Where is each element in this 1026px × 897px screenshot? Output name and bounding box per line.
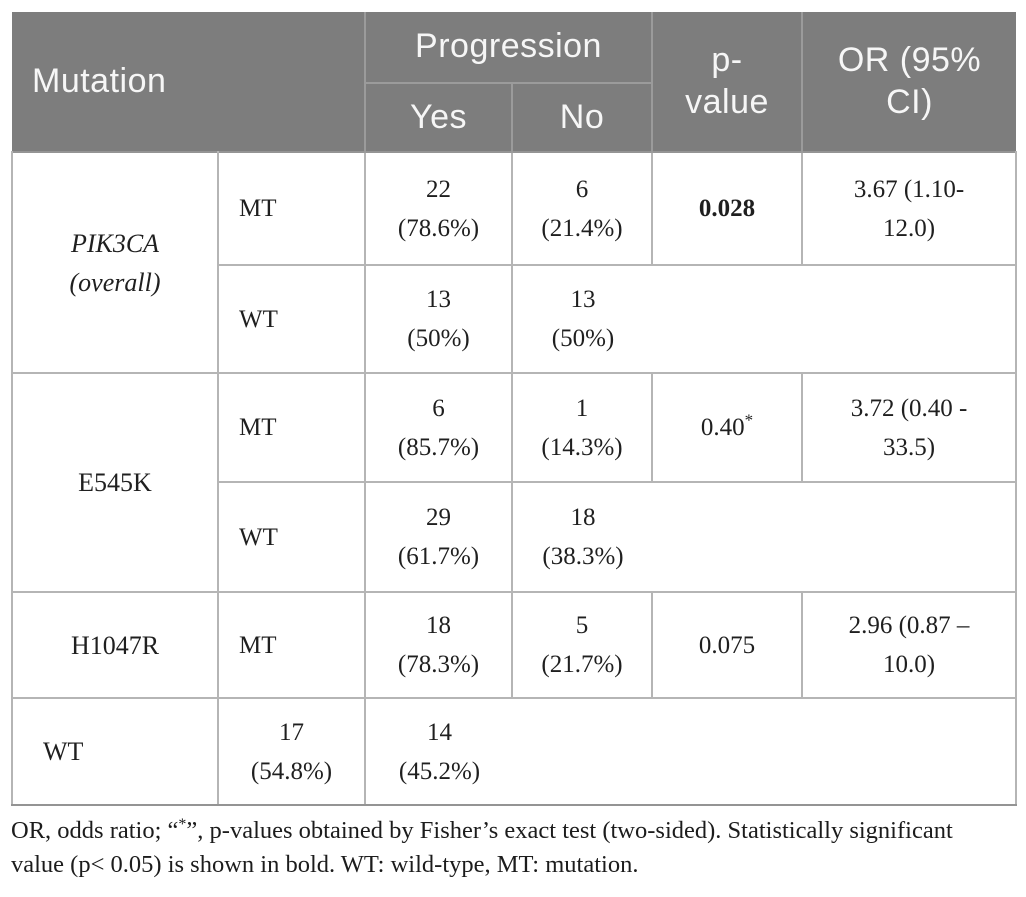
- cell-h1047r-or: 2.96 (0.87 – 10.0): [801, 591, 1018, 699]
- h1047r-mt-yes-count: 18: [426, 612, 451, 639]
- h1047r-mt-yes-pct: (78.3%): [397, 651, 480, 678]
- e545k-p-value: 0.40: [700, 414, 745, 441]
- e545k-mt-yes-pct: (85.7%): [397, 433, 480, 461]
- header-cell-mutation: Mutation: [12, 12, 365, 152]
- cell-pik3ca-wt-no-merged: 13 (50%): [510, 264, 1018, 374]
- pik3ca-wt-no-pct: (50%): [551, 325, 615, 352]
- cell-pik3ca-wt-yes: 13 (50%): [364, 264, 513, 374]
- row-pik3ca-mt: PIK3CA (overall) MT 22 (78.6%) 6 (21.4%)…: [11, 151, 1018, 374]
- header-cell-or-ci: OR (95% CI): [801, 12, 1017, 152]
- e545k-or-line2: 33.5): [882, 433, 936, 461]
- e545k-mt-no-pct: (14.3%): [541, 433, 623, 461]
- cell-pik3ca-or: 3.67 (1.10- 12.0): [801, 151, 1018, 266]
- cell-wt-overall-label: WT: [11, 697, 219, 806]
- cell-e545k-name: E545K: [11, 372, 219, 593]
- h1047r-mt-no-count: 5: [575, 612, 589, 639]
- cell-e545k-wt-yes: 29 (61.7%): [364, 481, 513, 593]
- cell-h1047r-p-value: 0.075: [651, 591, 804, 699]
- row-e545k-mt: E545K MT 6 (85.7%) 1 (14.3%) 0.40* 3.72 …: [11, 372, 1018, 593]
- e545k-p-asterisk: *: [744, 410, 754, 430]
- e545k-mt-no-count: 1: [575, 394, 589, 422]
- header-or-line1: OR (95%: [837, 41, 982, 80]
- row-h1047r-mt: H1047R MT 18 (78.3%) 5 (21.7%) 0.075 2.9…: [11, 591, 1018, 699]
- e545k-mt-yes-count: 6: [432, 394, 445, 422]
- wt-overall-yes-pct: (54.8%): [250, 757, 333, 785]
- cell-e545k-wt-label: WT: [217, 481, 366, 593]
- wt-overall-no-pct: (45.2%): [398, 757, 481, 785]
- cell-e545k-p-value: 0.40*: [651, 372, 804, 483]
- header-cell-progression: Progression: [363, 12, 653, 84]
- h1047r-or-line1: 2.96 (0.87 –: [848, 612, 970, 639]
- row-e545k-wt: WT 29 (61.7%) 18 (38.3%): [12, 481, 1018, 593]
- e545k-wt-no-count: 18: [570, 504, 596, 531]
- pik3ca-mt-no-pct: (21.4%): [541, 214, 623, 242]
- header-p-value-line1: p-: [711, 41, 743, 80]
- cell-pik3ca-mt-yes: 22 (78.6%): [364, 151, 513, 266]
- wt-overall-yes-count: 17: [279, 718, 304, 746]
- h1047r-p-value: 0.075: [698, 631, 756, 659]
- footnote-line2: value (p< 0.05) is shown in bold. WT: wi…: [11, 851, 639, 878]
- h1047r-or-line2: 10.0): [882, 651, 936, 678]
- row-pik3ca-wt: WT 13 (50%) 13 (50%): [12, 264, 1018, 374]
- pik3ca-mt-yes-count: 22: [426, 175, 451, 203]
- cell-e545k-mt-yes: 6 (85.7%): [364, 372, 513, 483]
- cell-h1047r-mt-no: 5 (21.7%): [510, 591, 654, 699]
- cell-e545k-wt-no-merged: 18 (38.3%): [510, 481, 1018, 593]
- pik3ca-or-line1: 3.67 (1.10-: [853, 175, 965, 203]
- pik3ca-or-line2: 12.0): [882, 214, 936, 242]
- pik3ca-wt-yes-pct: (50%): [407, 325, 470, 352]
- pik3ca-wt-yes-count: 13: [426, 286, 451, 313]
- pik3ca-name-line: PIK3CA: [70, 228, 160, 258]
- pik3ca-name-sub-line: (overall): [69, 267, 161, 297]
- cell-h1047r-name: H1047R: [11, 591, 219, 699]
- table-footnote: OR, odds ratio; “*”, p-values obtained b…: [11, 814, 1021, 882]
- cell-pik3ca-p-value: 0.028: [651, 151, 804, 266]
- cell-pik3ca-name: PIK3CA (overall): [11, 151, 219, 374]
- e545k-or-line1: 3.72 (0.40 -: [850, 394, 968, 422]
- header-cell-no: No: [510, 83, 653, 152]
- row-wt-overall: WT 17 (54.8%) 14 (45.2%): [11, 697, 1018, 806]
- e545k-wt-yes-pct: (61.7%): [397, 543, 480, 570]
- mutation-progression-table: Mutation Progression p- value OR (95% CI…: [11, 12, 1018, 806]
- header-or-line2: CI): [886, 82, 933, 121]
- header-p-value-line2: value: [685, 82, 769, 121]
- wt-overall-no-count: 14: [427, 718, 452, 746]
- cell-pik3ca-wt-label: WT: [217, 264, 366, 374]
- pik3ca-mt-yes-pct: (78.6%): [397, 214, 480, 242]
- cell-e545k-mt-no: 1 (14.3%): [510, 372, 654, 483]
- e545k-wt-no-pct: (38.3%): [542, 543, 624, 570]
- header-cell-p-value: p- value: [651, 12, 803, 152]
- pik3ca-mt-no-count: 6: [575, 175, 589, 203]
- cell-pik3ca-mt-label: MT: [217, 151, 366, 266]
- e545k-wt-yes-count: 29: [426, 504, 451, 531]
- header-cell-yes: Yes: [364, 83, 512, 152]
- cell-pik3ca-mt-no: 6 (21.4%): [510, 151, 654, 266]
- cell-e545k-mt-label: MT: [217, 372, 366, 483]
- cell-h1047r-mt-label: MT: [217, 591, 366, 699]
- footnote-line1: OR, odds ratio; “*”, p-values obtained b…: [11, 815, 953, 844]
- pik3ca-wt-no-count: 13: [570, 286, 596, 313]
- cell-wt-overall-no-merged: 14 (45.2%): [363, 697, 1018, 806]
- h1047r-mt-no-pct: (21.7%): [541, 651, 623, 678]
- cell-e545k-or: 3.72 (0.40 - 33.5): [801, 372, 1018, 483]
- cell-h1047r-mt-yes: 18 (78.3%): [364, 591, 513, 699]
- footnote-asterisk: *: [178, 815, 187, 833]
- pik3ca-p-value: 0.028: [698, 195, 756, 222]
- cell-wt-overall-yes: 17 (54.8%): [217, 697, 366, 806]
